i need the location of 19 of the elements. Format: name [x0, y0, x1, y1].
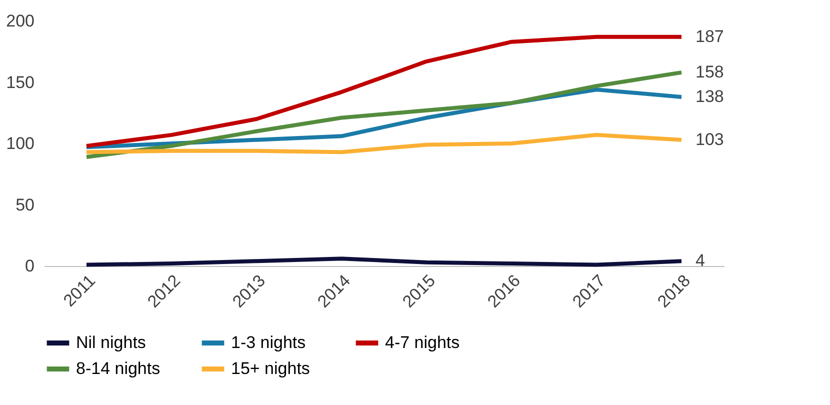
data-label: 138 — [696, 86, 724, 106]
line-series — [84, 34, 684, 148]
legend-label: 4-7 nights — [385, 333, 460, 352]
legend-label: 15+ nights — [231, 359, 310, 378]
line-series — [84, 70, 684, 159]
y-tick-label: 200 — [6, 12, 34, 30]
legend-label: 8-14 nights — [76, 359, 160, 378]
line-series — [84, 132, 684, 154]
data-label: 103 — [696, 130, 724, 149]
data-label: 187 — [696, 26, 724, 46]
y-tick-label: 100 — [6, 134, 34, 153]
data-label: 4 — [696, 251, 705, 270]
legend-label: 1-3 nights — [231, 333, 306, 352]
line-series — [84, 256, 684, 267]
y-tick-label: 0 — [25, 256, 34, 276]
y-tick-label: 50 — [16, 195, 34, 214]
legend-label: Nil nights — [76, 333, 146, 352]
y-tick-label: 150 — [6, 72, 34, 92]
data-label: 158 — [696, 62, 724, 82]
